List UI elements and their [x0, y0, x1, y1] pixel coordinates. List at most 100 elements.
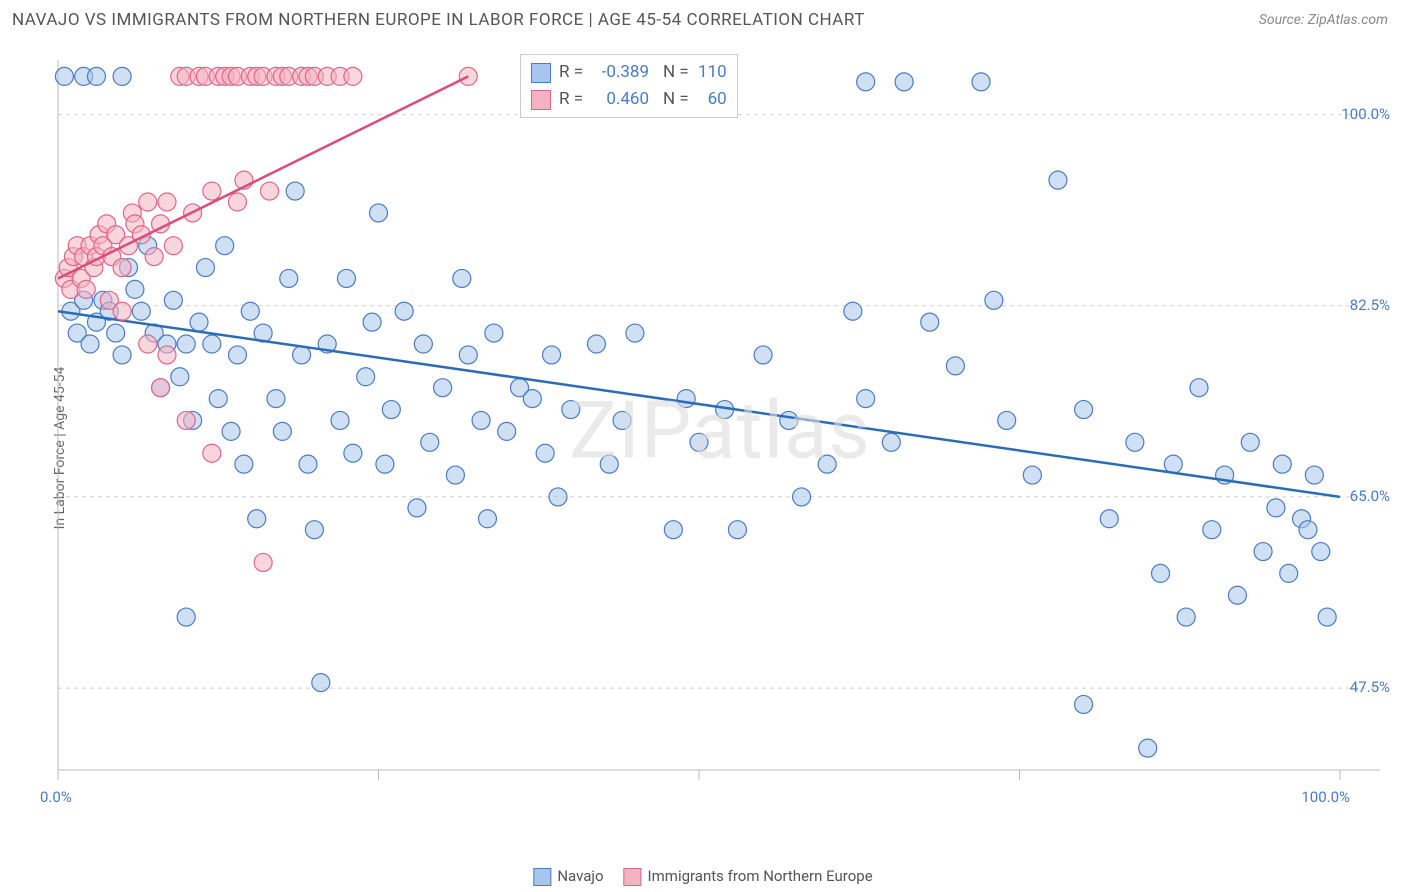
data-point	[1299, 521, 1317, 539]
data-point	[261, 182, 279, 200]
data-point	[158, 346, 176, 364]
data-point	[376, 455, 394, 473]
stats-row: R =0.460N =60	[531, 86, 727, 113]
data-point	[946, 357, 964, 375]
data-point	[1280, 564, 1298, 582]
data-point	[844, 302, 862, 320]
n-value: 110	[697, 59, 727, 86]
data-point	[882, 433, 900, 451]
n-label: N =	[663, 59, 689, 86]
data-point	[113, 346, 131, 364]
data-point	[1075, 695, 1093, 713]
data-point	[344, 444, 362, 462]
data-point	[664, 521, 682, 539]
data-point	[203, 182, 221, 200]
data-point	[395, 302, 413, 320]
data-point	[1075, 401, 1093, 419]
data-point	[1139, 739, 1157, 757]
data-point	[1023, 466, 1041, 484]
y-tick-label: 100.0%	[1341, 105, 1390, 123]
data-point	[312, 674, 330, 692]
data-point	[267, 390, 285, 408]
data-point	[222, 422, 240, 440]
data-point	[81, 335, 99, 353]
data-point	[600, 455, 618, 473]
data-point	[972, 73, 990, 91]
data-point	[549, 488, 567, 506]
data-point	[587, 335, 605, 353]
data-point	[793, 488, 811, 506]
data-point	[1164, 455, 1182, 473]
data-point	[626, 324, 644, 342]
data-point	[857, 73, 875, 91]
data-point	[164, 291, 182, 309]
data-point	[414, 335, 432, 353]
data-point	[228, 346, 246, 364]
legend-label: Immigrants from Northern Europe	[648, 867, 873, 885]
y-tick-label: 65.0%	[1350, 487, 1390, 505]
data-point	[613, 411, 631, 429]
data-point	[1152, 564, 1170, 582]
data-point	[337, 269, 355, 287]
data-point	[164, 237, 182, 255]
data-point	[421, 433, 439, 451]
data-point	[677, 390, 695, 408]
data-point	[857, 390, 875, 408]
legend-item: Immigrants from Northern Europe	[624, 867, 873, 886]
data-point	[1228, 586, 1246, 604]
data-point	[305, 521, 323, 539]
data-point	[434, 379, 452, 397]
data-point	[543, 346, 561, 364]
data-point	[216, 237, 234, 255]
data-point	[408, 499, 426, 517]
data-point	[77, 280, 95, 298]
data-point	[344, 67, 362, 85]
data-point	[998, 411, 1016, 429]
r-label: R =	[559, 59, 583, 86]
data-point	[273, 422, 291, 440]
data-point	[818, 455, 836, 473]
x-axis-right-label: 100.0%	[1301, 788, 1350, 806]
data-point	[132, 302, 150, 320]
data-point	[235, 455, 253, 473]
data-point	[1305, 466, 1323, 484]
chart-title: NAVAJO VS IMMIGRANTS FROM NORTHERN EUROP…	[12, 10, 865, 30]
data-point	[228, 193, 246, 211]
data-point	[1254, 543, 1272, 561]
data-point	[171, 368, 189, 386]
data-point	[113, 302, 131, 320]
data-point	[139, 335, 157, 353]
data-point	[472, 411, 490, 429]
data-point	[382, 401, 400, 419]
data-point	[177, 335, 195, 353]
data-point	[55, 67, 73, 85]
data-point	[1126, 433, 1144, 451]
source-label: Source: ZipAtlas.com	[1259, 12, 1388, 28]
data-point	[113, 67, 131, 85]
data-point	[331, 411, 349, 429]
data-point	[152, 379, 170, 397]
data-point	[370, 204, 388, 222]
data-point	[1273, 455, 1291, 473]
n-value: 60	[697, 86, 727, 113]
y-tick-label: 82.5%	[1350, 296, 1390, 314]
legend-swatch	[624, 868, 642, 886]
data-point	[177, 411, 195, 429]
legend-footer: NavajoImmigrants from Northern Europe	[533, 867, 872, 886]
data-point	[485, 324, 503, 342]
data-point	[139, 193, 157, 211]
data-point	[286, 182, 304, 200]
data-point	[1177, 608, 1195, 626]
data-point	[1312, 543, 1330, 561]
data-point	[280, 269, 298, 287]
series-swatch	[531, 90, 551, 110]
data-point	[145, 248, 163, 266]
data-point	[363, 313, 381, 331]
data-point	[241, 302, 259, 320]
data-point	[478, 510, 496, 528]
data-point	[190, 313, 208, 331]
data-point	[1100, 510, 1118, 528]
data-point	[895, 73, 913, 91]
data-point	[113, 259, 131, 277]
r-label: R =	[559, 86, 583, 113]
